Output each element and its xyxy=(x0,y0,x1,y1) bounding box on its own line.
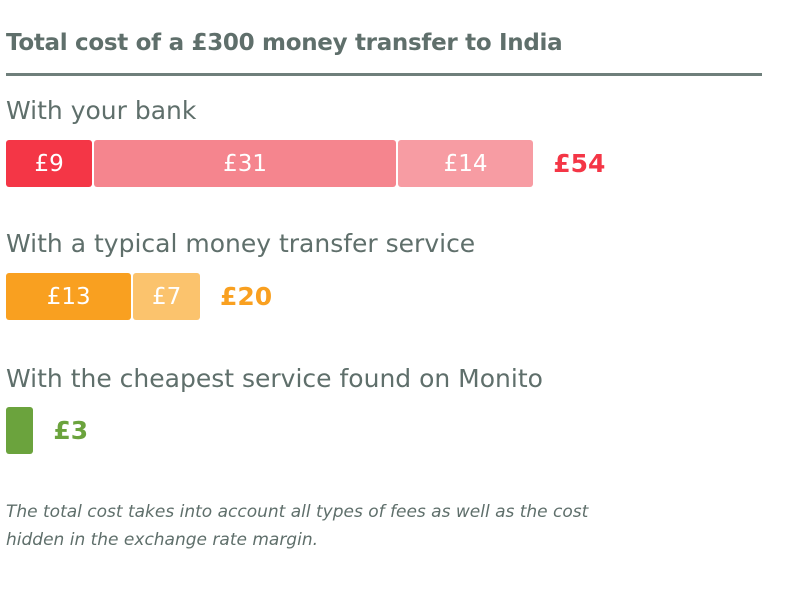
bar-segment xyxy=(6,407,34,454)
bar-segment: £9 xyxy=(6,140,93,187)
title-divider xyxy=(6,73,762,76)
bar-segment: £31 xyxy=(94,140,396,187)
total-value-label: £3 xyxy=(53,416,89,445)
segment-value-label: £9 xyxy=(34,150,64,177)
group-label: With the cheapest service found on Monit… xyxy=(6,364,543,393)
total-value-label: £54 xyxy=(553,149,606,178)
footnote: The total cost takes into account all ty… xyxy=(6,502,589,550)
chart-title: Total cost of a £300 money transfer to I… xyxy=(6,30,563,56)
segment-value-label: £14 xyxy=(443,150,488,177)
total-value-label: £20 xyxy=(220,282,273,311)
bar-segment: £14 xyxy=(398,140,534,187)
bar-segment: £7 xyxy=(133,273,200,320)
segment-value-label: £13 xyxy=(46,283,91,310)
bar-segment: £13 xyxy=(6,273,132,320)
group-label: With a typical money transfer service xyxy=(6,229,476,258)
segment-value-label: £7 xyxy=(152,283,182,310)
group-label: With your bank xyxy=(6,96,197,125)
segment-value-label: £31 xyxy=(223,150,268,177)
